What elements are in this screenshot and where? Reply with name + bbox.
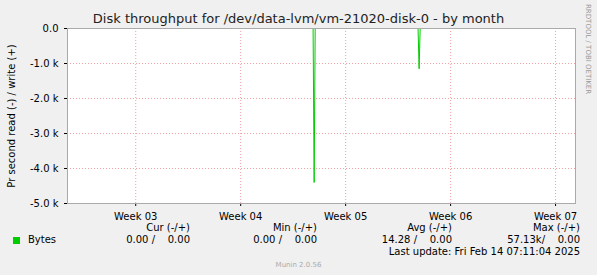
svg-text:Week 04: Week 04 — [219, 211, 262, 220]
html-text:Disk throughput for /dev/data-: Disk throughput for /dev/data-lvm/vm-210… — [92, 11, 505, 26]
svg-text:-1.0 k: -1.0 k — [30, 58, 59, 69]
html-text:Max (-/+): Max (-/+) — [533, 222, 580, 233]
svg-text:0.0: 0.0 — [43, 23, 59, 34]
svg-text:Pr second read (-) / write (+): Pr second read (-) / write (+) — [6, 44, 17, 187]
html-text:Min (-/+): Min (-/+) — [272, 222, 317, 233]
svg-text:-3.0 k: -3.0 k — [30, 128, 59, 139]
html-text:Bytes: Bytes — [28, 234, 57, 245]
svg-text:Week 05: Week 05 — [324, 211, 367, 220]
svg-text:Week 03: Week 03 — [114, 211, 157, 220]
html-text:Avg (-/+): Avg (-/+) — [407, 222, 452, 233]
svg-text:-5.0 k: -5.0 k — [30, 198, 59, 209]
html-text:0.00 / 0.00: 0.00 / 0.00 — [126, 234, 190, 245]
svg-text:-4.0 k: -4.0 k — [30, 163, 59, 174]
svg-text:-2.0 k: -2.0 k — [30, 93, 59, 104]
svg-text:Week 06: Week 06 — [429, 211, 472, 220]
html-text:57.13k/ 0.00: 57.13k/ 0.00 — [507, 234, 580, 245]
html-text:Munin 2.0.56: Munin 2.0.56 — [275, 261, 322, 269]
html-text:14.28 / 0.00: 14.28 / 0.00 — [381, 234, 452, 245]
html-text:Last update: Fri Feb 14 07:11:: Last update: Fri Feb 14 07:11:04 2025 — [388, 246, 580, 257]
html-text:0.00 / 0.00: 0.00 / 0.00 — [253, 234, 317, 245]
html-text:RRDTOOL / TOBI OETIKER: RRDTOOL / TOBI OETIKER — [584, 4, 592, 95]
html-text:Cur (-/+): Cur (-/+) — [146, 222, 190, 233]
svg-text:Week 07: Week 07 — [534, 211, 577, 220]
